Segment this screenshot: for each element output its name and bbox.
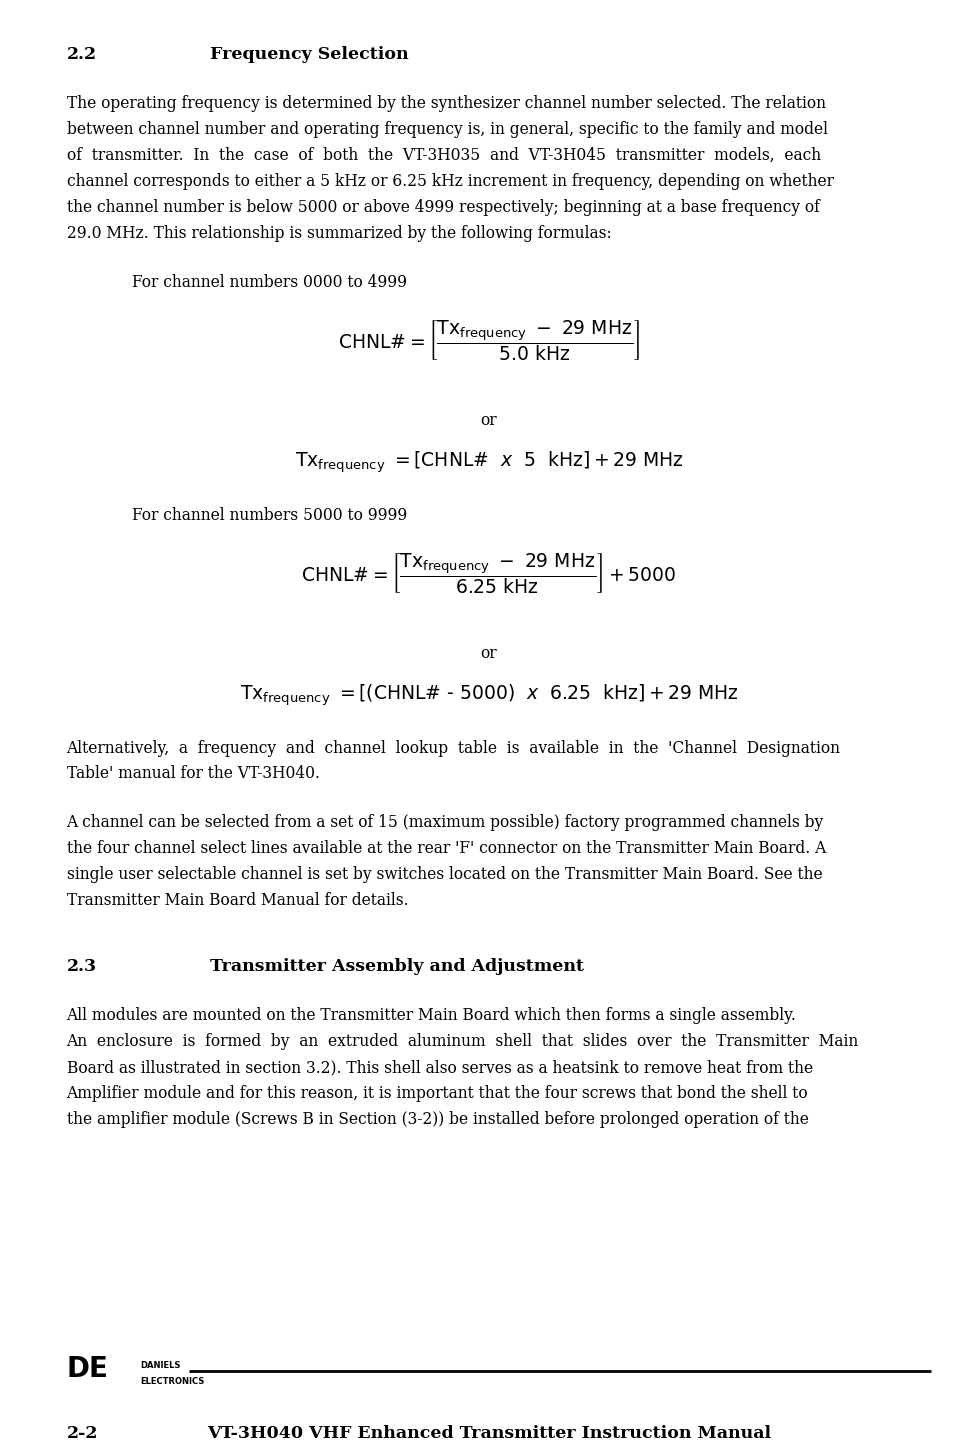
Text: An  enclosure  is  formed  by  an  extruded  aluminum  shell  that  slides  over: An enclosure is formed by an extruded al… bbox=[66, 1033, 858, 1051]
Text: single user selectable channel is set by switches located on the Transmitter Mai: single user selectable channel is set by… bbox=[66, 866, 822, 884]
Text: DANIELS: DANIELS bbox=[140, 1361, 180, 1370]
Text: Transmitter Main Board Manual for details.: Transmitter Main Board Manual for detail… bbox=[66, 892, 407, 908]
Text: channel corresponds to either a 5 kHz or 6.25 kHz increment in frequency, depend: channel corresponds to either a 5 kHz or… bbox=[66, 173, 832, 190]
Text: 2.3: 2.3 bbox=[66, 959, 97, 975]
Text: $\mathrm{CHNL\#}=\left[\dfrac{\mathrm{Tx}_{\mathrm{frequency}}\ -\ 29\ \mathrm{M: $\mathrm{CHNL\#}=\left[\dfrac{\mathrm{Tx… bbox=[301, 551, 676, 596]
Text: A channel can be selected from a set of 15 (maximum possible) factory programmed: A channel can be selected from a set of … bbox=[66, 814, 823, 831]
Text: All modules are mounted on the Transmitter Main Board which then forms a single : All modules are mounted on the Transmitt… bbox=[66, 1007, 795, 1024]
Text: Board as illustrated in section 3.2). This shell also serves as a heatsink to re: Board as illustrated in section 3.2). Th… bbox=[66, 1059, 812, 1077]
Text: Transmitter Assembly and Adjustment: Transmitter Assembly and Adjustment bbox=[210, 959, 583, 975]
Text: The operating frequency is determined by the synthesizer channel number selected: The operating frequency is determined by… bbox=[66, 96, 825, 113]
Text: Amplifier module and for this reason, it is important that the four screws that : Amplifier module and for this reason, it… bbox=[66, 1085, 807, 1101]
Text: ELECTRONICS: ELECTRONICS bbox=[140, 1377, 204, 1386]
Text: of  transmitter.  In  the  case  of  both  the  VT-3H035  and  VT-3H045  transmi: of transmitter. In the case of both the … bbox=[66, 147, 820, 164]
Text: 2.2: 2.2 bbox=[66, 46, 97, 64]
Text: or: or bbox=[481, 646, 496, 662]
Text: the amplifier module (Screws B in Section (3-2)) be installed before prolonged o: the amplifier module (Screws B in Sectio… bbox=[66, 1111, 808, 1127]
Text: $\mathrm{CHNL\#}=\left[\dfrac{\mathrm{Tx}_{\mathrm{frequency}}\ -\ 29\ \mathrm{M: $\mathrm{CHNL\#}=\left[\dfrac{\mathrm{Tx… bbox=[338, 318, 639, 363]
Text: $\mathrm{Tx}_{\mathrm{frequency}}\ =\left[(\mathrm{CHNL\#}\ \text{-}\ 5000)\ \ x: $\mathrm{Tx}_{\mathrm{frequency}}\ =\lef… bbox=[239, 683, 738, 708]
Text: DE: DE bbox=[66, 1355, 108, 1383]
Text: 2-2: 2-2 bbox=[66, 1425, 98, 1442]
Text: the four channel select lines available at the rear 'F' connector on the Transmi: the four channel select lines available … bbox=[66, 840, 825, 858]
Text: between channel number and operating frequency is, in general, specific to the f: between channel number and operating fre… bbox=[66, 122, 827, 138]
Text: VT-3H040 VHF Enhanced Transmitter Instruction Manual: VT-3H040 VHF Enhanced Transmitter Instru… bbox=[207, 1425, 770, 1442]
Text: Frequency Selection: Frequency Selection bbox=[210, 46, 408, 64]
Text: For channel numbers 5000 to 9999: For channel numbers 5000 to 9999 bbox=[132, 506, 406, 524]
Text: the channel number is below 5000 or above 4999 respectively; beginning at a base: the channel number is below 5000 or abov… bbox=[66, 199, 819, 216]
Text: $\mathrm{Tx}_{\mathrm{frequency}}\ =\left[\mathrm{CHNL\#}\ \ x\ \ 5\ \ \mathrm{k: $\mathrm{Tx}_{\mathrm{frequency}}\ =\lef… bbox=[294, 450, 683, 476]
Text: Table' manual for the VT-3H040.: Table' manual for the VT-3H040. bbox=[66, 766, 319, 782]
Text: Alternatively,  a  frequency  and  channel  lookup  table  is  available  in  th: Alternatively, a frequency and channel l… bbox=[66, 740, 839, 756]
Text: or: or bbox=[481, 412, 496, 429]
Text: 29.0 MHz. This relationship is summarized by the following formulas:: 29.0 MHz. This relationship is summarize… bbox=[66, 225, 611, 242]
Text: For channel numbers 0000 to 4999: For channel numbers 0000 to 4999 bbox=[132, 274, 406, 290]
